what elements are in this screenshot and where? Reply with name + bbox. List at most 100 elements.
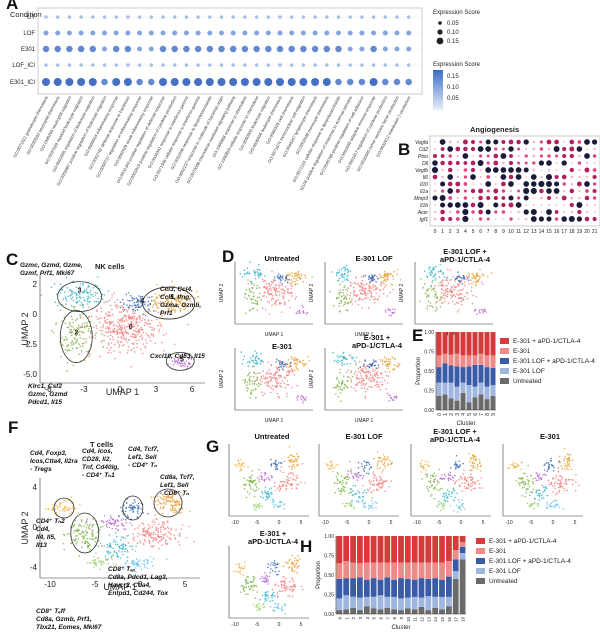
- umap-point: [446, 500, 449, 502]
- umap-point: [553, 505, 555, 507]
- cluster-outline: [59, 310, 93, 363]
- umap-point: [184, 353, 186, 356]
- umap-point: [285, 489, 287, 491]
- dot: [471, 140, 475, 144]
- umap-point: [160, 536, 163, 538]
- umap-point: [79, 503, 81, 506]
- umap-point: [385, 311, 387, 313]
- umap-point: [179, 364, 182, 367]
- umap-point: [100, 307, 102, 309]
- umap-point: [267, 292, 269, 295]
- umap-point: [431, 281, 433, 284]
- umap-point: [163, 349, 165, 352]
- umap-point: [306, 355, 309, 358]
- umap-point: [420, 459, 423, 462]
- umap-point: [246, 479, 249, 481]
- umap-point: [388, 486, 391, 488]
- umap-point: [311, 276, 313, 278]
- umap-point: [287, 473, 290, 475]
- umap-point: [145, 530, 147, 532]
- umap-point: [66, 326, 69, 329]
- umap-point: [103, 514, 106, 517]
- umap-point: [471, 302, 474, 305]
- umap-point: [349, 292, 352, 294]
- umap-point: [384, 455, 386, 458]
- umap-point: [291, 562, 294, 564]
- umap-point: [106, 546, 109, 548]
- umap-point: [112, 563, 114, 565]
- umap-point: [353, 294, 356, 297]
- umap-point: [153, 310, 155, 312]
- umap-point: [88, 285, 90, 288]
- umap-point: [120, 523, 123, 526]
- umap-point: [123, 327, 126, 329]
- umap-point: [291, 568, 294, 570]
- umap-point: [125, 519, 127, 521]
- umap-point: [424, 460, 427, 463]
- umap-point: [426, 276, 429, 278]
- umap-point: [555, 477, 557, 480]
- umap-point: [302, 395, 304, 398]
- umap-point: [147, 304, 150, 306]
- umap-point: [155, 526, 158, 529]
- umap-point: [120, 330, 123, 332]
- umap-point: [432, 276, 434, 278]
- umap-point: [114, 357, 116, 360]
- umap-point: [306, 311, 309, 314]
- umap-point: [273, 287, 275, 290]
- umap-point: [134, 501, 136, 503]
- umap-point: [107, 301, 109, 303]
- dot: [243, 15, 247, 19]
- umap-point: [287, 456, 290, 458]
- umap-point: [135, 320, 137, 323]
- dot: [264, 78, 273, 86]
- umap-point: [281, 277, 283, 279]
- umap-point: [149, 336, 151, 339]
- d-title-untreated: Untreated: [264, 254, 300, 263]
- umap-point: [558, 460, 561, 463]
- umap-point: [170, 533, 172, 535]
- umap-point: [135, 545, 137, 547]
- umap-point: [241, 363, 244, 365]
- dot: [523, 181, 530, 187]
- umap-point: [344, 297, 346, 299]
- umap-point: [156, 495, 159, 498]
- umap-point: [245, 483, 248, 486]
- umap-point: [265, 282, 268, 285]
- umap-point: [436, 300, 439, 302]
- umap-point: [139, 335, 141, 338]
- umap-point: [260, 273, 263, 275]
- dot: [395, 15, 399, 19]
- umap-point: [471, 478, 474, 481]
- umap-point: [532, 488, 534, 491]
- umap-point: [461, 504, 463, 506]
- umap-point: [280, 386, 283, 388]
- umap-point: [89, 353, 91, 356]
- umap-point: [272, 375, 275, 377]
- umap-point: [273, 506, 276, 508]
- umap-point: [276, 592, 279, 594]
- umap-point: [152, 557, 155, 560]
- dot: [266, 15, 271, 19]
- umap-point: [298, 309, 301, 312]
- umap-point: [458, 293, 460, 296]
- umap-point: [274, 567, 277, 569]
- umap-point: [447, 479, 450, 482]
- umap-point: [78, 554, 80, 557]
- umap-point: [367, 372, 369, 374]
- umap-point: [550, 482, 553, 484]
- dot: [502, 161, 505, 165]
- umap-point: [294, 369, 296, 371]
- umap-point: [376, 489, 378, 491]
- umap-point: [128, 306, 130, 308]
- umap-point: [260, 472, 263, 474]
- umap-point: [389, 273, 391, 275]
- umap-point: [459, 507, 461, 509]
- umap-point: [181, 362, 184, 365]
- umap-point: [265, 296, 268, 298]
- umap-point: [194, 297, 196, 300]
- umap-point: [339, 386, 341, 388]
- umap-point: [69, 331, 72, 334]
- umap-point: [463, 508, 466, 510]
- dot: [311, 45, 319, 53]
